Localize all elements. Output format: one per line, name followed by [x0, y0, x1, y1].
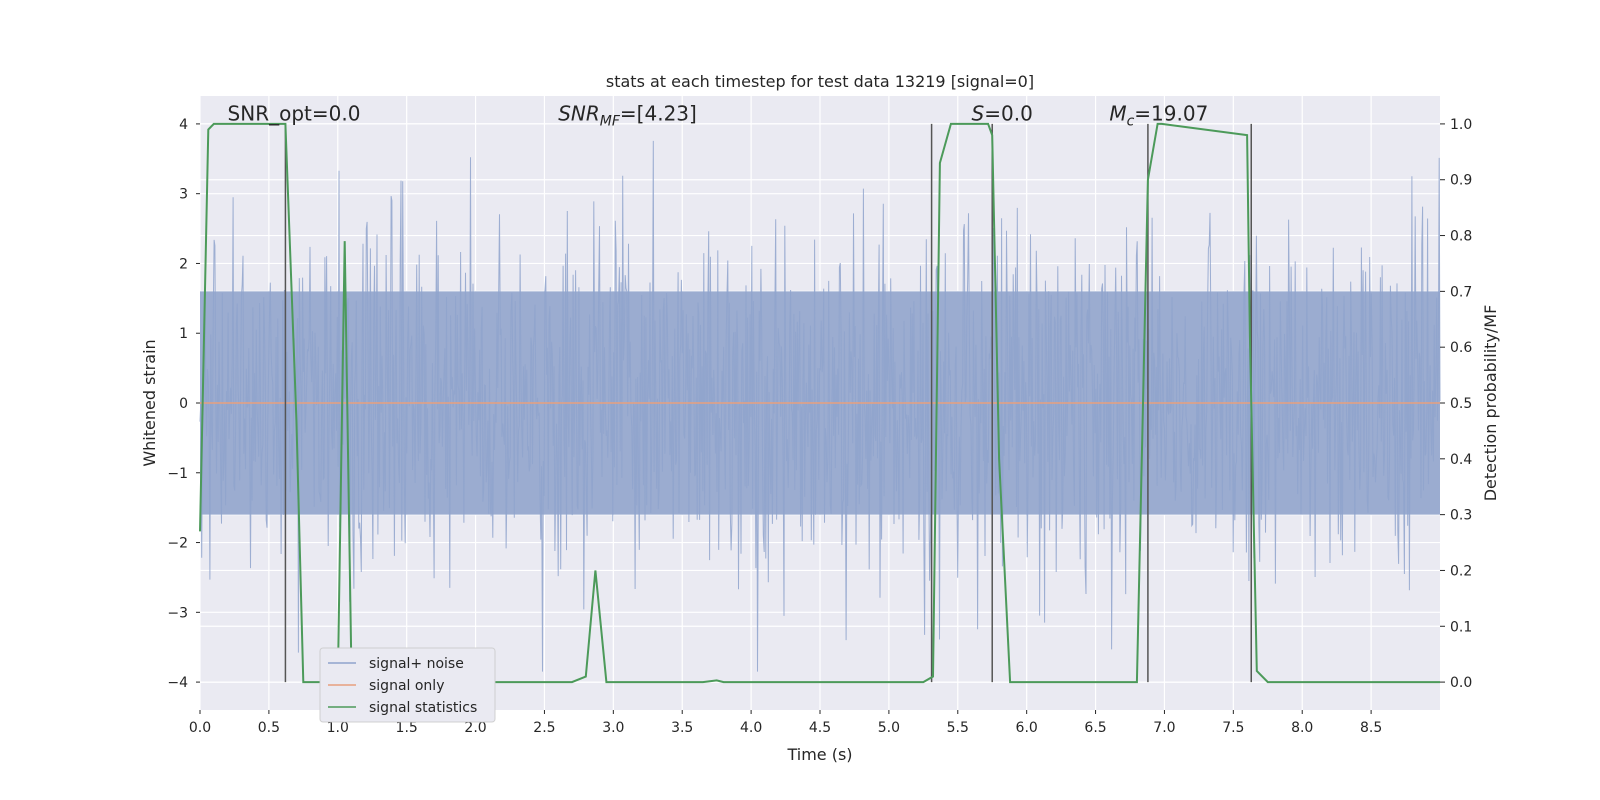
- chart-title: stats at each timestep for test data 132…: [606, 72, 1034, 91]
- x-tick-label: 0.5: [258, 720, 280, 736]
- x-tick-label: 3.5: [671, 720, 693, 736]
- x-axis-label: Time (s): [786, 745, 852, 764]
- y-tick-labels: 4 3 2 1 0 −1 −2 −3 −4: [167, 117, 200, 691]
- x-tick-label: 4.0: [740, 720, 762, 736]
- x-tick-label: 5.0: [878, 720, 900, 736]
- y2-tick-label: 0.1: [1450, 619, 1472, 635]
- y-tick-label: −1: [167, 466, 188, 482]
- y-tick-label: −4: [167, 675, 188, 691]
- x-tick-label: 8.0: [1291, 720, 1313, 736]
- y2-tick-label: 0.5: [1450, 396, 1472, 412]
- y-tick-label: 1: [179, 326, 188, 342]
- legend-label-signal: signal only: [369, 678, 444, 694]
- y2-tick-label: 0.6: [1450, 340, 1472, 356]
- y2-tick-label: 1.0: [1450, 117, 1472, 133]
- x-tick-label: 1.5: [396, 720, 418, 736]
- x-tick-label: 6.5: [1084, 720, 1106, 736]
- legend-label-stats: signal statistics: [369, 700, 477, 716]
- x-tick-label: 1.0: [327, 720, 349, 736]
- y2-tick-label: 0.4: [1450, 452, 1472, 468]
- noise-trace: [199, 140, 1441, 672]
- annotation: SNRMF=[4.23]: [558, 101, 697, 129]
- legend-box: [319, 647, 496, 723]
- annotation: Mc=19.07: [1109, 101, 1208, 129]
- stats-line: [199, 122, 1440, 684]
- x-tick-label: 0.0: [189, 720, 211, 736]
- annotation: SNR_opt=0.0: [228, 101, 361, 125]
- x-tick-label: 2.0: [464, 720, 486, 736]
- y2-tick-label: 0.8: [1450, 229, 1472, 245]
- y-tick-label: −3: [167, 605, 188, 621]
- y-tick-label: 3: [179, 187, 188, 203]
- y-tick-label: −2: [167, 536, 188, 552]
- x-tick-label: 4.5: [809, 720, 831, 736]
- x-tick-label: 5.5: [947, 720, 969, 736]
- x-tick-label: 2.5: [533, 720, 555, 736]
- signal-statistics-series: [199, 122, 1440, 684]
- y2-axis-label: Detection probability/MF: [1481, 305, 1500, 502]
- y2-tick-label: 0.9: [1450, 173, 1472, 189]
- y-axis-label: Whitened strain: [140, 339, 159, 466]
- y2-tick-labels: 1.0 0.9 0.8 0.7 0.6 0.5 0.4 0.3 0.2 0.1 0.0: [1440, 117, 1472, 691]
- y-tick-label: 4: [179, 117, 188, 133]
- y2-tick-label: 0.7: [1450, 284, 1472, 300]
- legend-label-noise: signal+ noise: [369, 656, 464, 672]
- x-tick-label: 3.0: [602, 720, 624, 736]
- y-tick-label: 2: [179, 256, 188, 272]
- annotation: S=0.0: [972, 101, 1033, 125]
- y2-tick-label: 0.3: [1450, 508, 1472, 524]
- y2-tick-label: 0.0: [1450, 675, 1472, 691]
- x-tick-label: 8.5: [1360, 720, 1382, 736]
- x-tick-label: 7.5: [1222, 720, 1244, 736]
- legend: signal+ noise signal only signal statist…: [319, 647, 496, 723]
- x-tick-label: 7.0: [1153, 720, 1175, 736]
- y2-tick-label: 0.2: [1450, 563, 1472, 579]
- y-tick-label: 0: [179, 396, 188, 412]
- x-tick-labels: 0.0 0.5 1.0 1.5 2.0 2.5 3.0 3.5 4.0 4.5 5.0 5.5 6.0 6…: [189, 710, 1382, 736]
- annotations: SNR_opt=0.0 SNRMF=[4.23] S=0.0 Mc=19.07: [228, 101, 1209, 129]
- x-tick-label: 6.0: [1016, 720, 1038, 736]
